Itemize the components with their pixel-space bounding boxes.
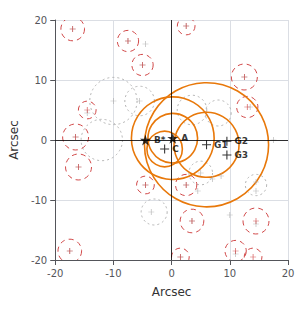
svg-text:20: 20: [282, 268, 295, 279]
svg-text:20: 20: [34, 15, 47, 26]
svg-text:C: C: [172, 144, 179, 154]
svg-text:B*: B*: [154, 135, 166, 145]
svg-text:-10: -10: [105, 268, 121, 279]
svg-text:Arcsec: Arcsec: [7, 120, 21, 160]
svg-text:10: 10: [223, 268, 236, 279]
svg-text:G1: G1: [214, 140, 228, 150]
svg-text:Arcsec: Arcsec: [152, 285, 192, 299]
svg-text:A: A: [181, 133, 188, 143]
svg-text:-10: -10: [31, 195, 47, 206]
svg-text:-20: -20: [31, 255, 47, 266]
svg-text:-20: -20: [47, 268, 63, 279]
svg-text:G2: G2: [234, 136, 248, 146]
svg-text:0: 0: [41, 135, 47, 146]
svg-text:G3: G3: [234, 150, 248, 160]
svg-text:10: 10: [34, 75, 47, 86]
svg-text:0: 0: [168, 268, 174, 279]
